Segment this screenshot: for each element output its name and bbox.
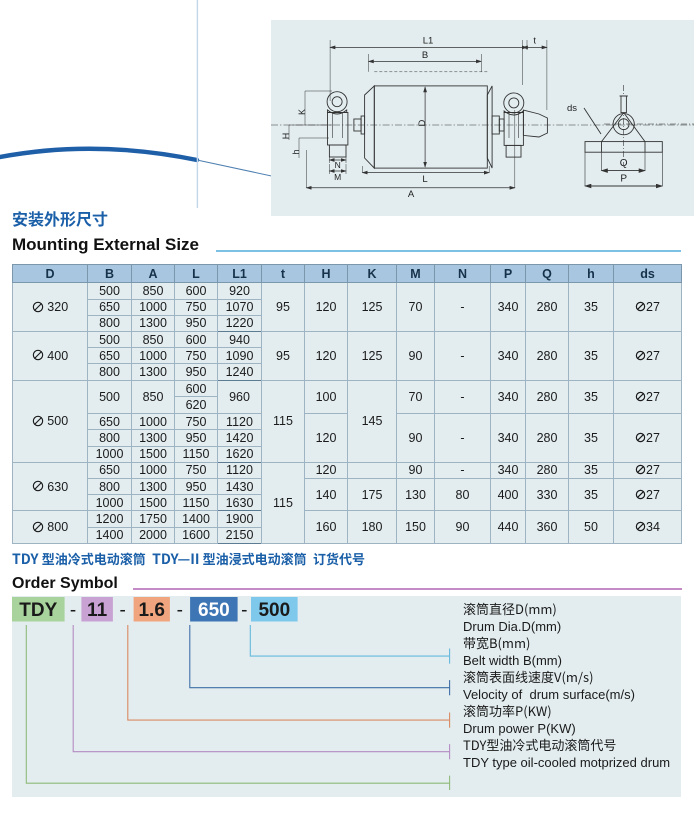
- svg-text:P: P: [620, 174, 627, 185]
- svg-text:1.6: 1.6: [138, 600, 164, 621]
- svg-text:TDY: TDY: [19, 600, 57, 621]
- svg-text:ds: ds: [567, 103, 577, 114]
- svg-text:500: 500: [258, 600, 290, 621]
- svg-text:-: -: [120, 600, 126, 621]
- svg-text:11: 11: [87, 600, 108, 621]
- svg-text:650: 650: [198, 600, 230, 621]
- svg-text:-: -: [70, 600, 76, 621]
- svg-text:-: -: [241, 600, 247, 621]
- svg-text:-: -: [177, 600, 183, 621]
- svg-text:Q: Q: [620, 158, 628, 169]
